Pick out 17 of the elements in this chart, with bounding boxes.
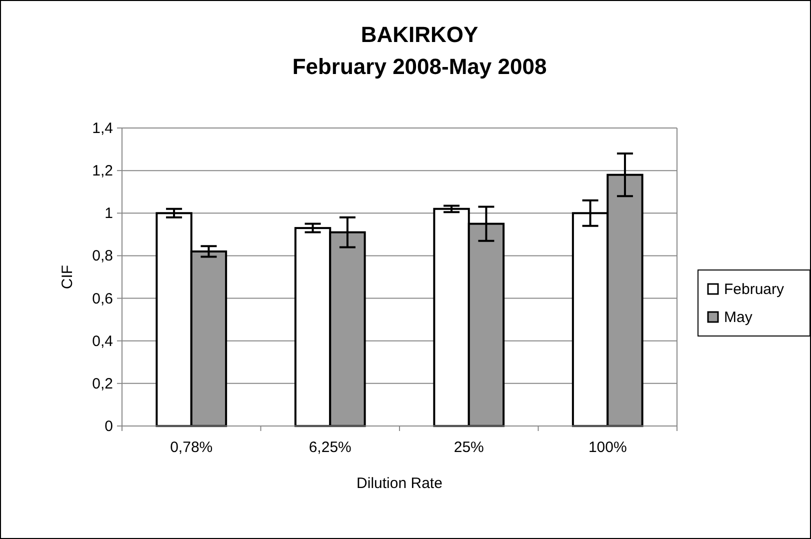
y-tick-label: 0,8	[92, 248, 113, 265]
x-tick-label: 100%	[588, 439, 627, 456]
chart-title: BAKIRKOY February 2008-May 2008	[292, 22, 547, 79]
y-tick-label: 1	[104, 205, 113, 222]
y-tick-label: 0,6	[92, 290, 113, 308]
x-tick-label: 0,78%	[170, 439, 213, 456]
x-tick-label: 6,25%	[308, 439, 352, 456]
legend-label: February	[724, 281, 785, 298]
y-tick-label: 0,4	[92, 332, 113, 350]
y-tick-label: 0,2	[92, 375, 113, 392]
y-axis-title: CIF	[59, 264, 76, 290]
legend-label: May	[724, 309, 753, 326]
x-tick-label: 25%	[454, 439, 484, 456]
y-tick-label: 1,2	[92, 162, 113, 180]
y-tick-label: 0	[104, 418, 113, 435]
y-tick-label: 1,4	[92, 120, 113, 137]
x-axis-title: Dilution Rate	[356, 475, 442, 492]
